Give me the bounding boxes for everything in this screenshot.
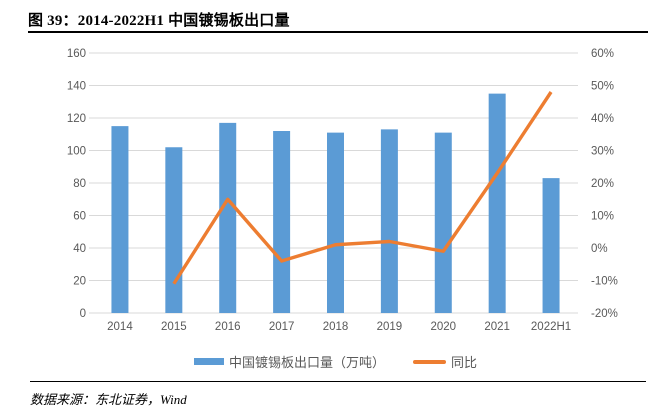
- svg-text:2018: 2018: [323, 321, 349, 333]
- svg-text:120: 120: [67, 113, 86, 125]
- svg-text:40: 40: [73, 243, 86, 255]
- figure-title: 图 39：2014-2022H1 中国镀锡板出口量: [28, 13, 290, 29]
- svg-text:60: 60: [73, 211, 86, 223]
- svg-text:2019: 2019: [377, 321, 403, 333]
- svg-text:2015: 2015: [161, 321, 187, 333]
- svg-text:0%: 0%: [591, 243, 608, 255]
- svg-text:2020: 2020: [430, 321, 456, 333]
- svg-text:10%: 10%: [591, 211, 614, 223]
- svg-text:100: 100: [67, 146, 86, 158]
- svg-text:-10%: -10%: [591, 276, 618, 288]
- footer-rule: [30, 381, 646, 382]
- data-source: 数据来源：东北证券，Wind: [30, 392, 187, 407]
- svg-text:2017: 2017: [269, 321, 295, 333]
- svg-text:60%: 60%: [591, 48, 614, 60]
- svg-text:-20%: -20%: [591, 308, 618, 320]
- bar-series-swatch: [193, 358, 224, 365]
- line-series-label: 同比: [451, 355, 478, 370]
- legend-item-bar-series: 中国镀锡板出口量（万吨）: [193, 352, 385, 371]
- svg-text:2014: 2014: [107, 321, 133, 333]
- svg-text:50%: 50%: [591, 81, 614, 93]
- svg-text:20: 20: [73, 276, 86, 288]
- svg-text:30%: 30%: [591, 146, 614, 158]
- svg-text:140: 140: [67, 81, 86, 93]
- svg-text:2021: 2021: [484, 321, 510, 333]
- svg-text:2022H1: 2022H1: [531, 321, 571, 333]
- svg-text:80: 80: [73, 178, 86, 190]
- svg-text:0: 0: [80, 308, 86, 320]
- legend-item-line-series: 同比: [413, 352, 477, 371]
- svg-text:160: 160: [67, 48, 86, 60]
- title-rule: [28, 31, 648, 33]
- svg-text:20%: 20%: [591, 178, 614, 190]
- bar-series-label: 中国镀锡板出口量（万吨）: [228, 355, 385, 370]
- svg-text:40%: 40%: [591, 113, 614, 125]
- svg-text:2016: 2016: [215, 321, 241, 333]
- line-series-swatch: [413, 359, 446, 364]
- chart-legend: 中国镀锡板出口量（万吨） 同比: [93, 352, 578, 371]
- chart-svg: 0 20 40 60 80 100 120 140 160 -20% -10% 0% 10% 20% 30%…: [67, 48, 618, 333]
